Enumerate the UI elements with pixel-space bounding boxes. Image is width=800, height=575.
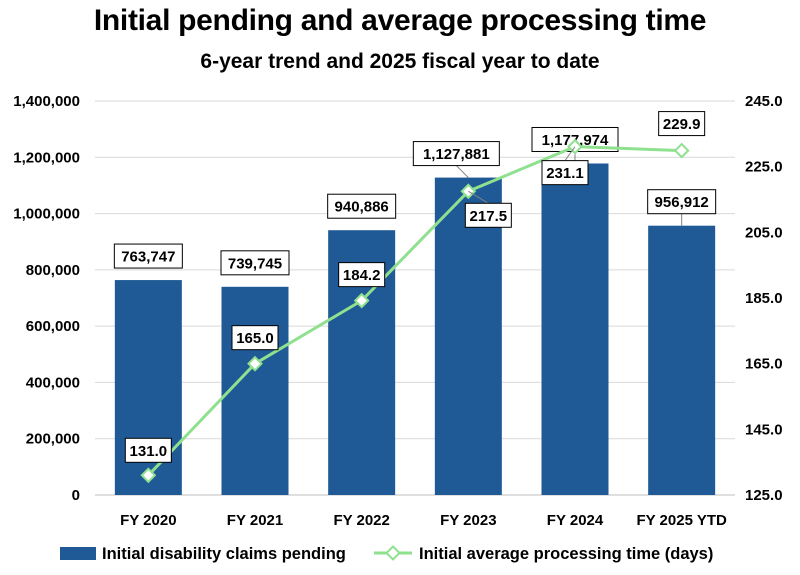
bar-value-label: 1,127,881 (412, 141, 500, 167)
line-value-label-text: 229.9 (663, 116, 701, 133)
y-right-tick-label: 185.0 (745, 290, 783, 307)
y-left-tick-label: 400,000 (26, 374, 80, 391)
bar-value-label-box (327, 193, 397, 219)
bar-value-label-box (647, 189, 717, 215)
y-left-tick-label: 200,000 (26, 431, 80, 448)
line-value-label-text: 184.2 (343, 267, 381, 284)
bar-value-label-box (220, 250, 290, 276)
bar-label-leader (455, 165, 469, 178)
x-tick-label: FY 2021 (227, 512, 283, 529)
y-right-tick-label: 245.0 (745, 93, 783, 110)
bar-value-label: 763,747 (113, 243, 183, 269)
y-right-tick-label: 145.0 (745, 421, 783, 438)
line-value-label-box (541, 160, 589, 186)
x-tick-label: FY 2024 (547, 512, 604, 529)
line-value-label-box (464, 202, 512, 228)
bar (648, 225, 716, 495)
chart-title: Initial pending and average processing t… (93, 4, 707, 37)
line-value-label: 165.0 (231, 325, 279, 351)
bar-value-label-text: 763,747 (121, 249, 175, 266)
series-line (147, 145, 682, 477)
line-value-label: 184.2 (338, 262, 386, 288)
y-left-tick-label: 600,000 (26, 318, 80, 335)
line-value-label: 229.9 (658, 111, 706, 137)
line-label-leader (468, 190, 489, 204)
line-value-label: 231.1 (541, 160, 589, 186)
line-value-label: 131.0 (124, 437, 172, 463)
x-tick-label: FY 2020 (120, 512, 176, 529)
chart-subtitle: 6-year trend and 2025 fiscal year to dat… (200, 50, 600, 73)
line-value-label-text: 165.0 (236, 330, 274, 347)
y-right-tick-label: 125.0 (745, 487, 783, 504)
y-left-tick-label: 1,000,000 (13, 206, 80, 223)
bar-value-label: 956,912 (647, 189, 717, 215)
bar (221, 286, 289, 495)
bar-value-label: 940,886 (327, 193, 397, 219)
legend-bar-label: Initial disability claims pending (102, 545, 346, 563)
y-left-tick-label: 0 (72, 487, 80, 504)
line-value-label-text: 231.1 (546, 165, 584, 182)
y-left-tick-label: 1,400,000 (13, 93, 80, 110)
bar-value-label-text: 1,127,881 (423, 146, 490, 163)
bar (541, 163, 609, 495)
y-left-tick-label: 1,200,000 (13, 149, 80, 166)
y-right-tick-label: 205.0 (745, 224, 783, 241)
bar-value-label-text: 956,912 (655, 194, 709, 211)
y-right-tick-label: 225.0 (745, 159, 783, 176)
line-point-marker (673, 142, 690, 159)
y-left-tick-label: 800,000 (26, 262, 80, 279)
line-value-label-box (124, 437, 172, 463)
line-value-label-box (338, 262, 386, 288)
y-right-tick-label: 165.0 (745, 356, 783, 373)
line-value-label-text: 131.0 (130, 443, 168, 460)
bar-value-label-box (113, 243, 183, 269)
bar-value-label: 739,745 (220, 250, 290, 276)
bar (434, 177, 502, 495)
line-point-marker (247, 355, 263, 372)
bar-value-label-box (412, 141, 500, 167)
legend-line-label: Initial average processing time (days) (419, 545, 713, 563)
bar-value-label-text: 739,745 (228, 255, 282, 272)
line-point-marker (140, 467, 157, 484)
line-value-label: 217.5 (464, 202, 512, 228)
legend-line-marker (385, 545, 401, 561)
x-tick-label: FY 2022 (333, 512, 389, 529)
bar-value-label-text: 940,886 (335, 199, 389, 216)
line-value-label-box (658, 111, 706, 137)
legend-bar-swatch (60, 547, 96, 560)
x-tick-label: FY 2025 YTD (636, 512, 726, 529)
x-tick-label: FY 2023 (440, 512, 496, 529)
line-label-leader (564, 146, 576, 161)
line-value-label-text: 217.5 (470, 208, 508, 225)
line-value-label-box (231, 325, 279, 351)
line-point-marker (353, 292, 370, 309)
